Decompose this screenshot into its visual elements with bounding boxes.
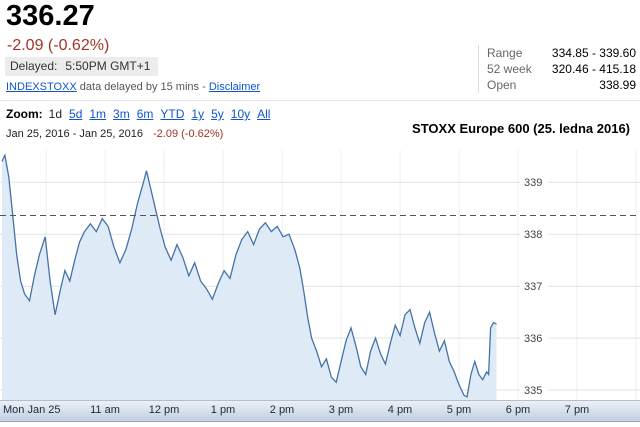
svg-text:338: 338 <box>524 229 542 241</box>
zoom-option-all[interactable]: All <box>257 107 271 121</box>
stat-row-open: Open 338.99 <box>487 77 636 93</box>
x-axis-hour-label: 6 pm <box>505 404 531 416</box>
x-axis-hour-label: 3 pm <box>328 404 354 416</box>
stat-label: Open <box>487 78 517 92</box>
x-axis-hour-label: 1 pm <box>210 404 236 416</box>
stat-value: 334.85 - 339.60 <box>551 46 636 60</box>
x-axis-hour-label: 4 pm <box>387 404 413 416</box>
zoom-option-3m[interactable]: 3m <box>113 107 130 121</box>
date-range-row: Jan 25, 2016 - Jan 25, 2016 -2.09 (-0.62%… <box>6 128 223 140</box>
x-axis-day-label: Mon Jan 25 <box>3 404 61 416</box>
range-change: -2.09 (-0.62%) <box>153 128 224 140</box>
disclaimer-row: INDEXSTOXX data delayed by 15 mins - Dis… <box>6 81 260 93</box>
svg-text:336: 336 <box>524 333 542 345</box>
svg-text:337: 337 <box>524 281 542 293</box>
zoom-label: Zoom: <box>6 107 43 121</box>
zoom-option-1d-selected[interactable]: 1d <box>48 107 63 121</box>
exchange-link[interactable]: INDEXSTOXX <box>6 81 77 93</box>
zoom-toolbar: Zoom: 1d 5d 1m 3m 6m YTD 1y 5y 10y All <box>6 107 277 121</box>
delayed-label: Delayed: <box>10 59 58 73</box>
header-divider <box>0 100 640 101</box>
zoom-option-6m[interactable]: 6m <box>136 107 154 121</box>
zoom-option-10y[interactable]: 10y <box>230 107 251 121</box>
zoom-option-5d[interactable]: 5d <box>69 107 83 121</box>
x-axis-hour-label: 11 am <box>90 404 120 416</box>
zoom-option-5y[interactable]: 5y <box>211 107 224 121</box>
delay-note: data delayed by 15 mins - <box>79 81 206 93</box>
stat-row-range: Range 334.85 - 339.60 <box>487 45 636 61</box>
date-range: Jan 25, 2016 - Jan 25, 2016 <box>6 128 143 140</box>
time-axis-band[interactable]: Mon Jan 25 11 am 12 pm 1 pm 2 pm 3 pm 4 pm 5 pm… <box>0 400 640 422</box>
delayed-info: Delayed: 5:50PM GMT+1 <box>5 57 159 76</box>
x-axis-hour-label: 5 pm <box>446 404 472 416</box>
stat-row-52week: 52 week 320.46 - 415.18 <box>487 61 636 77</box>
stat-value: 338.99 <box>599 78 636 92</box>
svg-text:339: 339 <box>524 177 542 189</box>
stat-label: Range <box>487 46 523 60</box>
stat-value: 320.46 - 415.18 <box>551 62 636 76</box>
disclaimer-link[interactable]: Disclaimer <box>208 81 261 93</box>
x-axis-hour-label: 2 pm <box>269 404 295 416</box>
delayed-time: 5:50PM GMT+1 <box>65 59 151 73</box>
x-axis-hour-label: 12 pm <box>148 404 180 416</box>
zoom-option-1m[interactable]: 1m <box>89 107 107 121</box>
stat-label: 52 week <box>487 62 532 76</box>
zoom-option-1y[interactable]: 1y <box>191 107 205 121</box>
price-change: -2.09 (-0.62%) <box>7 37 110 54</box>
last-price: 336.27 <box>6 0 95 32</box>
svg-text:335: 335 <box>524 385 542 397</box>
price-chart[interactable]: 335 336 337 338 339 <box>0 150 640 400</box>
zoom-option-ytd[interactable]: YTD <box>160 107 185 121</box>
chart-title: STOXX Europe 600 (25. ledna 2016) <box>412 121 630 136</box>
quote-stats: Range 334.85 - 339.60 52 week 320.46 - 4… <box>478 45 636 93</box>
x-axis-hour-label: 7 pm <box>564 404 590 416</box>
